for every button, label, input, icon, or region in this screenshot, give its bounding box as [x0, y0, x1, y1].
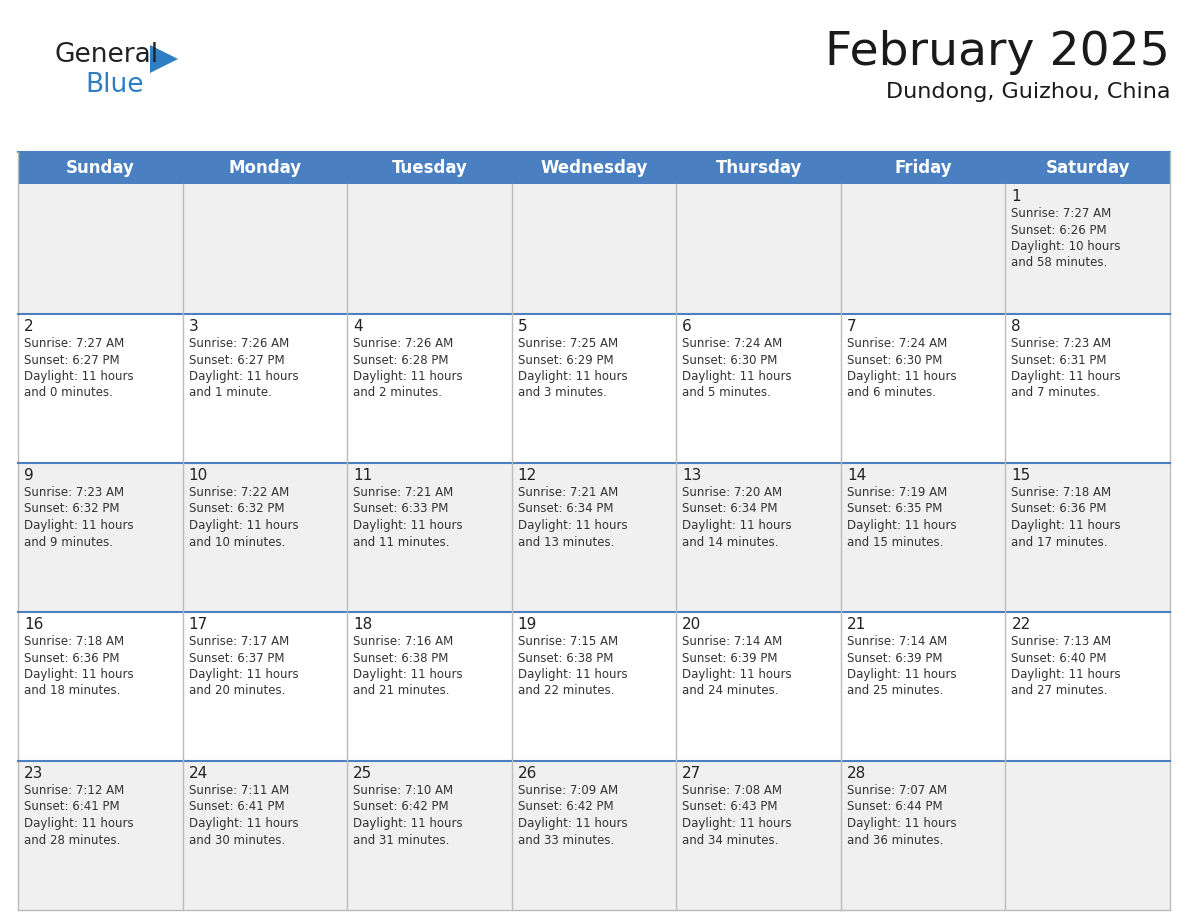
Text: 24: 24 [189, 766, 208, 781]
Text: Sunrise: 7:24 AM
Sunset: 6:30 PM
Daylight: 11 hours
and 5 minutes.: Sunrise: 7:24 AM Sunset: 6:30 PM Dayligh… [682, 337, 792, 399]
Text: Thursday: Thursday [715, 159, 802, 177]
Text: Sunrise: 7:23 AM
Sunset: 6:32 PM
Daylight: 11 hours
and 9 minutes.: Sunrise: 7:23 AM Sunset: 6:32 PM Dayligh… [24, 486, 133, 548]
Text: 14: 14 [847, 468, 866, 483]
Text: Tuesday: Tuesday [392, 159, 467, 177]
Text: 13: 13 [682, 468, 702, 483]
Text: Monday: Monday [228, 159, 302, 177]
Text: 28: 28 [847, 766, 866, 781]
Text: Sunrise: 7:18 AM
Sunset: 6:36 PM
Daylight: 11 hours
and 18 minutes.: Sunrise: 7:18 AM Sunset: 6:36 PM Dayligh… [24, 635, 133, 698]
Text: Sunrise: 7:12 AM
Sunset: 6:41 PM
Daylight: 11 hours
and 28 minutes.: Sunrise: 7:12 AM Sunset: 6:41 PM Dayligh… [24, 784, 133, 846]
Text: 12: 12 [518, 468, 537, 483]
Text: Dundong, Guizhou, China: Dundong, Guizhou, China [885, 82, 1170, 102]
Text: Sunrise: 7:13 AM
Sunset: 6:40 PM
Daylight: 11 hours
and 27 minutes.: Sunrise: 7:13 AM Sunset: 6:40 PM Dayligh… [1011, 635, 1121, 698]
Text: Sunrise: 7:07 AM
Sunset: 6:44 PM
Daylight: 11 hours
and 36 minutes.: Sunrise: 7:07 AM Sunset: 6:44 PM Dayligh… [847, 784, 956, 846]
Bar [841, 152, 1005, 184]
Bar [347, 152, 512, 184]
Bar [18, 463, 1170, 612]
Text: Friday: Friday [895, 159, 952, 177]
Text: February 2025: February 2025 [826, 30, 1170, 75]
Text: Sunrise: 7:18 AM
Sunset: 6:36 PM
Daylight: 11 hours
and 17 minutes.: Sunrise: 7:18 AM Sunset: 6:36 PM Dayligh… [1011, 486, 1121, 548]
Text: Blue: Blue [86, 72, 144, 98]
Bar [18, 152, 183, 184]
Text: 4: 4 [353, 319, 362, 334]
Bar [183, 152, 347, 184]
Text: Sunrise: 7:15 AM
Sunset: 6:38 PM
Daylight: 11 hours
and 22 minutes.: Sunrise: 7:15 AM Sunset: 6:38 PM Dayligh… [518, 635, 627, 698]
Text: Sunrise: 7:22 AM
Sunset: 6:32 PM
Daylight: 11 hours
and 10 minutes.: Sunrise: 7:22 AM Sunset: 6:32 PM Dayligh… [189, 486, 298, 548]
Bar [512, 152, 676, 184]
Text: Sunrise: 7:08 AM
Sunset: 6:43 PM
Daylight: 11 hours
and 34 minutes.: Sunrise: 7:08 AM Sunset: 6:43 PM Dayligh… [682, 784, 792, 846]
Text: 6: 6 [682, 319, 693, 334]
Text: 8: 8 [1011, 319, 1020, 334]
Text: 21: 21 [847, 617, 866, 632]
Text: 17: 17 [189, 617, 208, 632]
Bar [18, 314, 1170, 463]
Text: Sunrise: 7:14 AM
Sunset: 6:39 PM
Daylight: 11 hours
and 25 minutes.: Sunrise: 7:14 AM Sunset: 6:39 PM Dayligh… [847, 635, 956, 698]
Text: 11: 11 [353, 468, 372, 483]
Polygon shape [150, 45, 178, 73]
Text: Sunrise: 7:19 AM
Sunset: 6:35 PM
Daylight: 11 hours
and 15 minutes.: Sunrise: 7:19 AM Sunset: 6:35 PM Dayligh… [847, 486, 956, 548]
Text: 10: 10 [189, 468, 208, 483]
Text: 25: 25 [353, 766, 372, 781]
Bar [18, 612, 1170, 761]
Text: Sunrise: 7:27 AM
Sunset: 6:26 PM
Daylight: 10 hours
and 58 minutes.: Sunrise: 7:27 AM Sunset: 6:26 PM Dayligh… [1011, 207, 1121, 270]
Text: 23: 23 [24, 766, 44, 781]
Text: 27: 27 [682, 766, 702, 781]
Text: 16: 16 [24, 617, 44, 632]
Text: General: General [55, 42, 159, 68]
Text: Sunrise: 7:26 AM
Sunset: 6:27 PM
Daylight: 11 hours
and 1 minute.: Sunrise: 7:26 AM Sunset: 6:27 PM Dayligh… [189, 337, 298, 399]
Text: 19: 19 [518, 617, 537, 632]
Text: Sunrise: 7:23 AM
Sunset: 6:31 PM
Daylight: 11 hours
and 7 minutes.: Sunrise: 7:23 AM Sunset: 6:31 PM Dayligh… [1011, 337, 1121, 399]
Text: Sunrise: 7:09 AM
Sunset: 6:42 PM
Daylight: 11 hours
and 33 minutes.: Sunrise: 7:09 AM Sunset: 6:42 PM Dayligh… [518, 784, 627, 846]
Text: 1: 1 [1011, 189, 1020, 204]
Bar [18, 184, 1170, 314]
Text: 9: 9 [24, 468, 33, 483]
Text: 22: 22 [1011, 617, 1031, 632]
Bar [18, 761, 1170, 910]
Text: 7: 7 [847, 319, 857, 334]
Text: Sunrise: 7:24 AM
Sunset: 6:30 PM
Daylight: 11 hours
and 6 minutes.: Sunrise: 7:24 AM Sunset: 6:30 PM Dayligh… [847, 337, 956, 399]
Text: Sunday: Sunday [65, 159, 134, 177]
Text: Sunrise: 7:25 AM
Sunset: 6:29 PM
Daylight: 11 hours
and 3 minutes.: Sunrise: 7:25 AM Sunset: 6:29 PM Dayligh… [518, 337, 627, 399]
Text: Wednesday: Wednesday [541, 159, 647, 177]
Text: Sunrise: 7:17 AM
Sunset: 6:37 PM
Daylight: 11 hours
and 20 minutes.: Sunrise: 7:17 AM Sunset: 6:37 PM Dayligh… [189, 635, 298, 698]
Text: 5: 5 [518, 319, 527, 334]
Text: Sunrise: 7:10 AM
Sunset: 6:42 PM
Daylight: 11 hours
and 31 minutes.: Sunrise: 7:10 AM Sunset: 6:42 PM Dayligh… [353, 784, 463, 846]
Text: Sunrise: 7:27 AM
Sunset: 6:27 PM
Daylight: 11 hours
and 0 minutes.: Sunrise: 7:27 AM Sunset: 6:27 PM Dayligh… [24, 337, 133, 399]
Text: Saturday: Saturday [1045, 159, 1130, 177]
Text: Sunrise: 7:16 AM
Sunset: 6:38 PM
Daylight: 11 hours
and 21 minutes.: Sunrise: 7:16 AM Sunset: 6:38 PM Dayligh… [353, 635, 463, 698]
Text: Sunrise: 7:14 AM
Sunset: 6:39 PM
Daylight: 11 hours
and 24 minutes.: Sunrise: 7:14 AM Sunset: 6:39 PM Dayligh… [682, 635, 792, 698]
Text: Sunrise: 7:21 AM
Sunset: 6:34 PM
Daylight: 11 hours
and 13 minutes.: Sunrise: 7:21 AM Sunset: 6:34 PM Dayligh… [518, 486, 627, 548]
Text: Sunrise: 7:21 AM
Sunset: 6:33 PM
Daylight: 11 hours
and 11 minutes.: Sunrise: 7:21 AM Sunset: 6:33 PM Dayligh… [353, 486, 463, 548]
Text: 18: 18 [353, 617, 372, 632]
Bar [1005, 152, 1170, 184]
Text: Sunrise: 7:26 AM
Sunset: 6:28 PM
Daylight: 11 hours
and 2 minutes.: Sunrise: 7:26 AM Sunset: 6:28 PM Dayligh… [353, 337, 463, 399]
Bar [676, 152, 841, 184]
Text: 26: 26 [518, 766, 537, 781]
Text: Sunrise: 7:20 AM
Sunset: 6:34 PM
Daylight: 11 hours
and 14 minutes.: Sunrise: 7:20 AM Sunset: 6:34 PM Dayligh… [682, 486, 792, 548]
Text: Sunrise: 7:11 AM
Sunset: 6:41 PM
Daylight: 11 hours
and 30 minutes.: Sunrise: 7:11 AM Sunset: 6:41 PM Dayligh… [189, 784, 298, 846]
Text: 20: 20 [682, 617, 702, 632]
Text: 3: 3 [189, 319, 198, 334]
Text: 2: 2 [24, 319, 33, 334]
Text: 15: 15 [1011, 468, 1031, 483]
